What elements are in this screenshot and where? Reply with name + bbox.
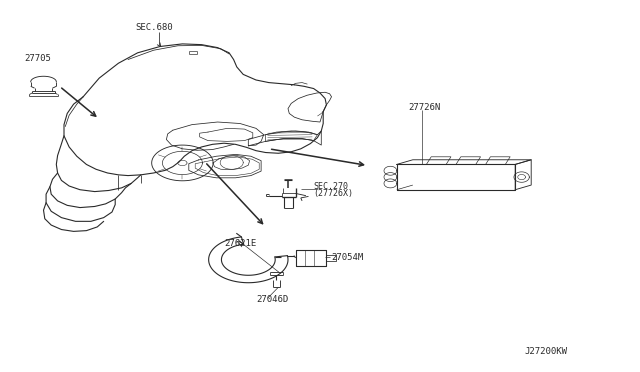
Text: SEC.680: SEC.680 <box>136 23 173 32</box>
Text: 27705: 27705 <box>24 54 51 63</box>
Text: (27726X): (27726X) <box>314 189 354 198</box>
Text: 27054M: 27054M <box>332 253 364 262</box>
Text: 27046D: 27046D <box>256 295 288 304</box>
Text: 27726N: 27726N <box>408 103 440 112</box>
Text: 27621E: 27621E <box>224 239 256 248</box>
Text: SEC.270: SEC.270 <box>314 182 349 191</box>
Text: J27200KW: J27200KW <box>525 347 568 356</box>
